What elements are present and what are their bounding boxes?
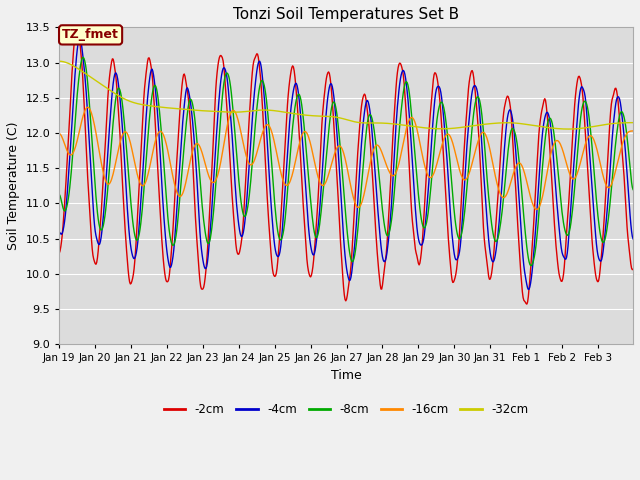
Y-axis label: Soil Temperature (C): Soil Temperature (C): [7, 121, 20, 250]
Legend: -2cm, -4cm, -8cm, -16cm, -32cm: -2cm, -4cm, -8cm, -16cm, -32cm: [159, 398, 533, 421]
Text: TZ_fmet: TZ_fmet: [62, 28, 119, 41]
Title: Tonzi Soil Temperatures Set B: Tonzi Soil Temperatures Set B: [233, 7, 460, 22]
X-axis label: Time: Time: [331, 369, 362, 382]
